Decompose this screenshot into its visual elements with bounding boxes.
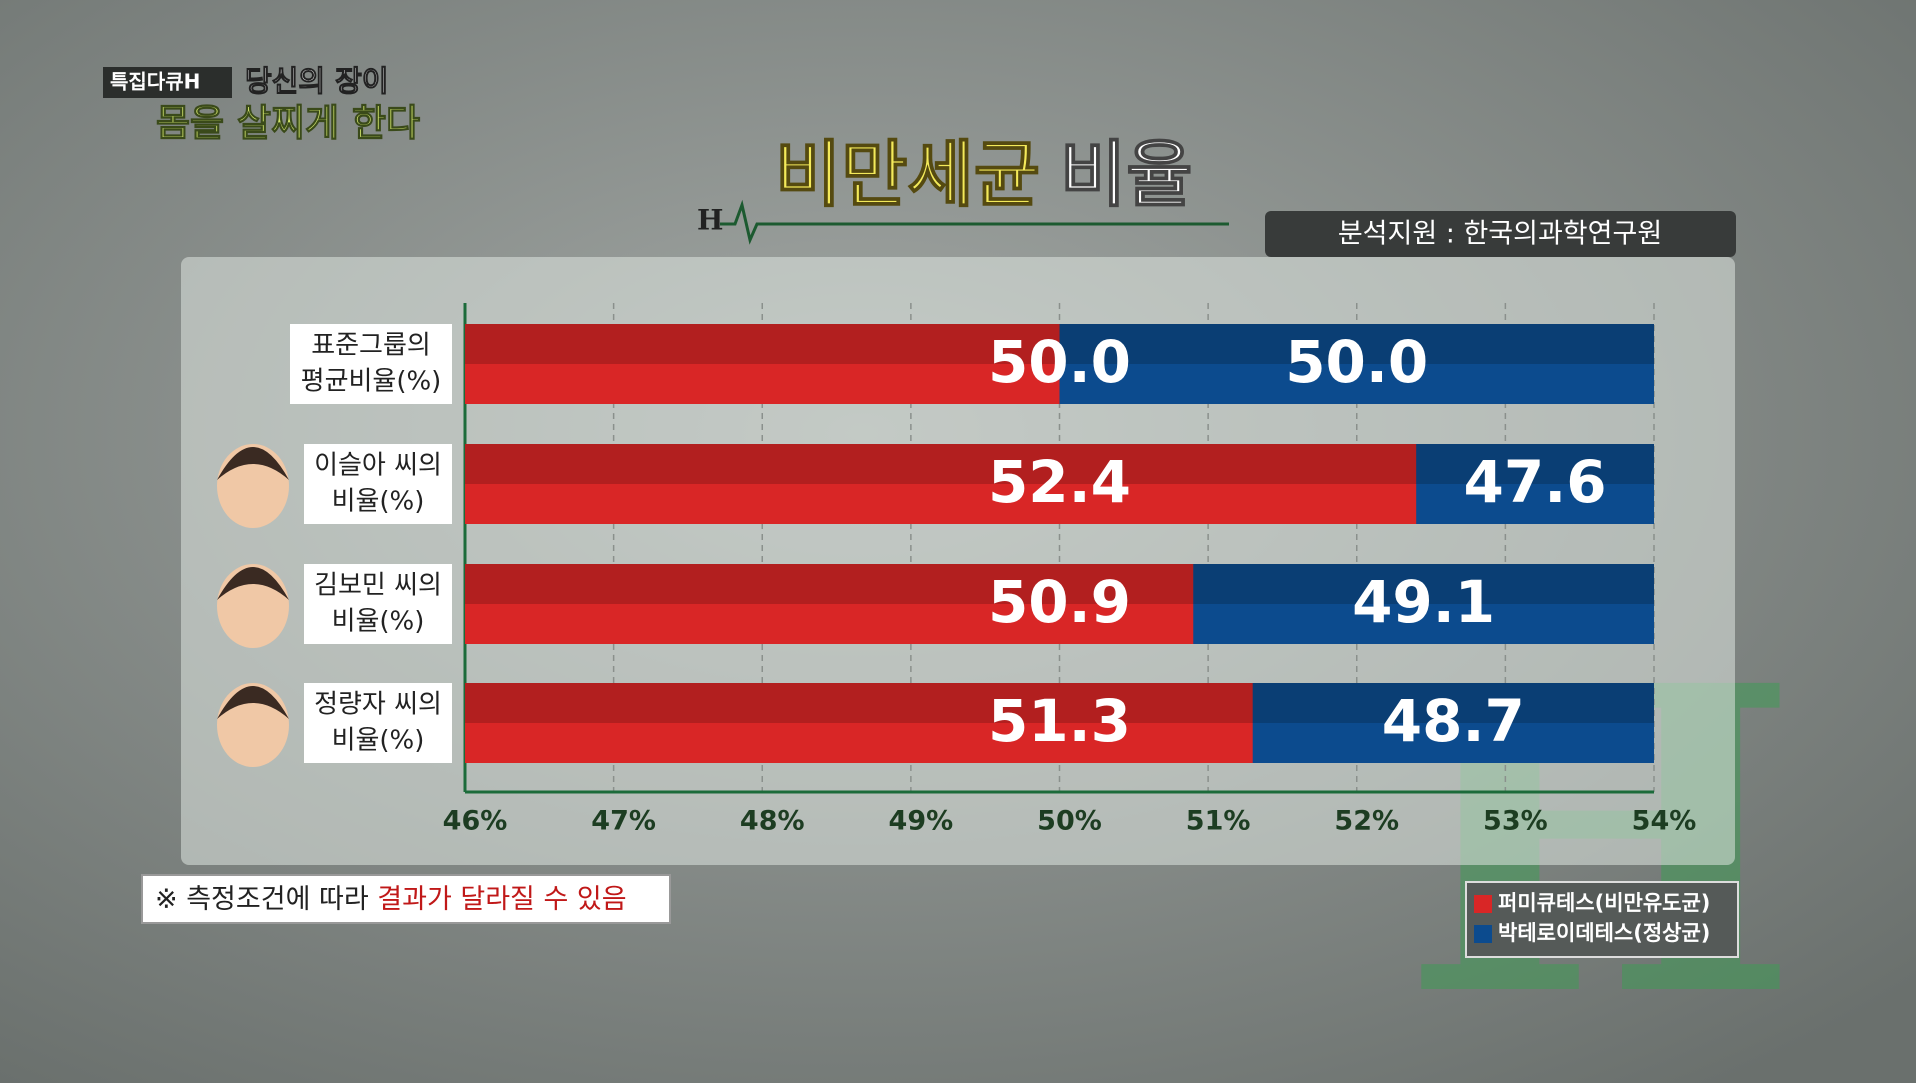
bars [465, 324, 1654, 763]
value-label: 51.3 [988, 687, 1131, 755]
note: ※ 측정조건에 따라 결과가 달라질 수 있음 [155, 884, 627, 915]
note-box [141, 874, 671, 924]
note-highlight: 결과가 달라질 수 있음 [377, 884, 626, 915]
legend-label: 퍼미큐테스(비만유도균) [1498, 891, 1710, 915]
value-label: 50.0 [1285, 328, 1428, 396]
bar-shade [1416, 444, 1654, 524]
category-label: 비율(%) [332, 607, 425, 637]
title-mark: H [697, 204, 723, 237]
legend-label: 박테로이데테스(정상균) [1498, 921, 1710, 945]
x-tick-label: 49% [889, 806, 954, 837]
x-tick-label: 48% [740, 806, 805, 837]
hair [217, 567, 289, 600]
value-label: 47.6 [1464, 448, 1607, 516]
x-tick-label: 46% [443, 806, 508, 837]
legend: 퍼미큐테스(비만유도균) 박테로이데테스(정상균) [1474, 891, 1710, 945]
category-box [304, 564, 452, 644]
category-label: 비율(%) [332, 726, 425, 756]
category-label: 이슬아 씨의 [314, 451, 442, 481]
title-underline [720, 199, 1229, 245]
chart-title: 비율 [1060, 133, 1192, 217]
source-box [1265, 211, 1736, 257]
category-label: 표준그룹의 [311, 331, 431, 361]
category-label: 김보민 씨의 [314, 571, 442, 601]
value-label: 52.4 [988, 448, 1131, 516]
category-label: 비율(%) [332, 487, 425, 517]
x-tick-label: 47% [591, 806, 656, 837]
hair [217, 447, 289, 480]
bar-shade [1252, 683, 1654, 763]
value-label: 50.9 [988, 568, 1131, 636]
legend-swatch [1474, 925, 1492, 943]
legend-swatch [1474, 895, 1492, 913]
hair [217, 686, 289, 719]
logo: 특집다큐H [110, 70, 200, 94]
bar-shade [1059, 324, 1654, 404]
logo-box [103, 67, 232, 98]
category-box [304, 683, 452, 763]
bar-shade [1193, 564, 1654, 644]
x-tick-label: 53% [1483, 806, 1548, 837]
category-box [304, 444, 452, 524]
source: 분석지원 : 한국의과학연구원 [1338, 219, 1662, 250]
category-box [290, 324, 452, 404]
program-title: 몸을 살찌게 한다 [156, 102, 420, 145]
chart-title: 비만세균 [775, 133, 1040, 217]
x-tick-label: 54% [1632, 806, 1697, 837]
legend-box [1465, 881, 1739, 958]
x-tick-label: 51% [1186, 806, 1251, 837]
note-text: ※ 측정조건에 따라 [155, 884, 369, 915]
x-tick-label: 50% [1037, 806, 1102, 837]
program-title: 당신의 장이 [245, 64, 389, 98]
value-label: 48.7 [1382, 687, 1525, 755]
category-label: 정량자 씨의 [314, 690, 442, 720]
value-label: 50.0 [988, 328, 1131, 396]
category-label: 평균비율(%) [301, 367, 442, 397]
x-tick-label: 52% [1334, 806, 1399, 837]
value-label: 49.1 [1352, 568, 1495, 636]
